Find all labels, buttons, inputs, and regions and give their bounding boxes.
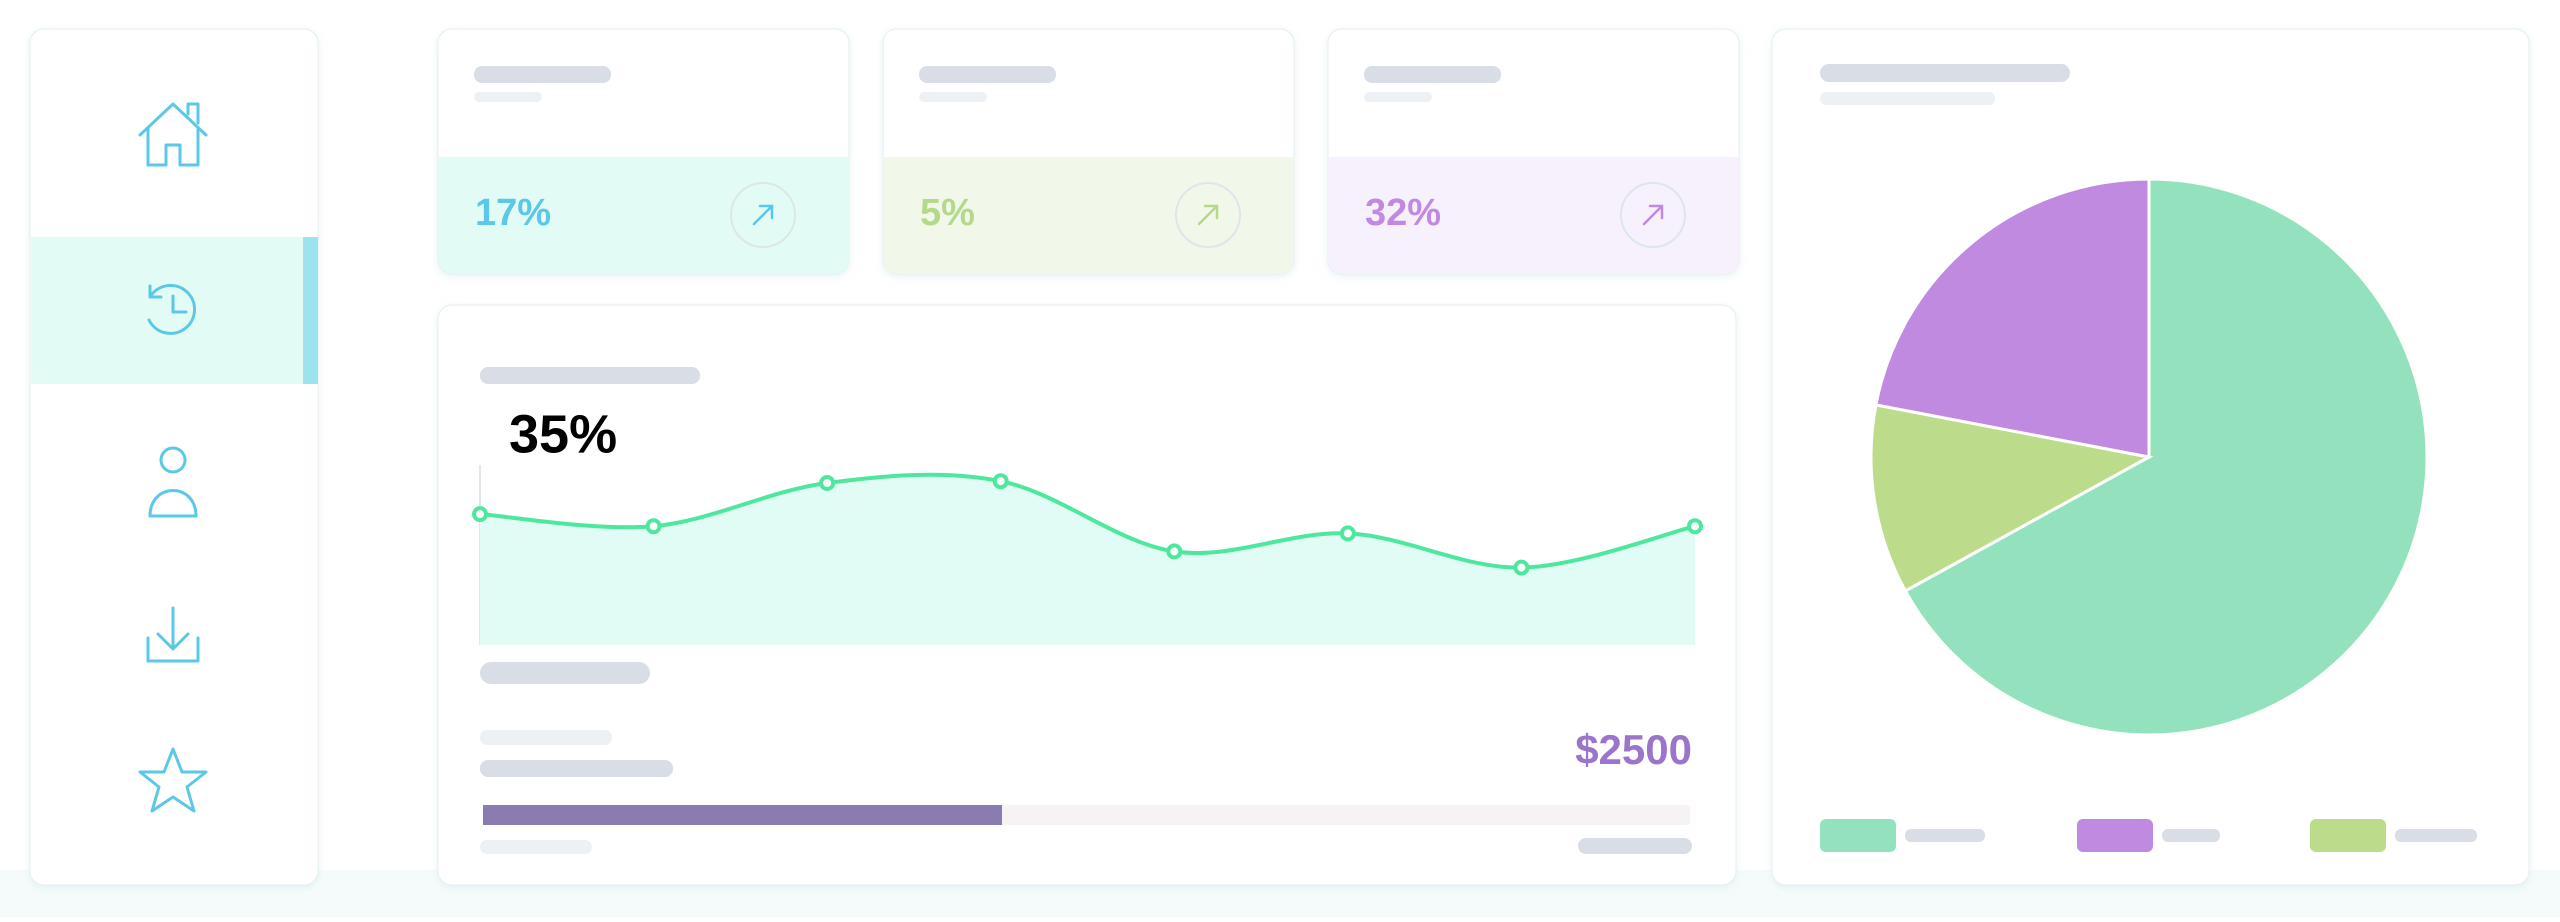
placeholder [1820,92,1995,105]
pie-slice [1874,177,2151,459]
point [1687,518,1703,535]
legend-swatch [2077,819,2153,852]
point [472,506,488,523]
legend-swatch [2310,819,2386,852]
placeholder [2162,829,2220,842]
placeholder [1364,66,1501,83]
star-icon[interactable] [138,747,208,813]
home-icon[interactable] [138,102,208,167]
arrow-icon [1197,204,1219,226]
point [1166,543,1183,560]
placeholder [474,92,542,102]
area [480,474,1695,645]
stat-band [883,157,1294,274]
history-icon[interactable] [147,283,197,335]
placeholder [1578,838,1692,854]
stat-value: 17% [475,192,551,234]
stat-value: 5% [920,192,975,234]
user-icon[interactable] [148,446,198,518]
placeholder [1905,829,1985,842]
stat-button[interactable] [1620,182,1686,248]
placeholder [480,367,700,384]
placeholder [480,662,650,684]
placeholder [480,730,612,745]
download-icon[interactable] [146,606,200,663]
sidebar [29,28,319,886]
point [1339,525,1356,542]
arrow-icon [752,204,774,226]
placeholder [919,92,987,102]
stat-band [438,157,849,274]
point [992,473,1009,490]
placeholder [919,66,1056,83]
point [819,475,836,491]
stat-button[interactable] [730,182,796,248]
placeholder [1364,92,1432,102]
pie-slice [1903,177,2429,737]
progress-fill [483,805,1003,825]
placeholder [474,66,611,83]
stat-button[interactable] [1175,182,1241,248]
placeholder [2395,829,2477,842]
point [1513,559,1530,576]
placeholder [1820,64,2070,82]
pie-slice [1869,403,2154,593]
placeholder [480,840,592,854]
stat-band [1328,157,1739,274]
line [479,472,1696,570]
active-indicator [303,237,318,384]
arrow-icon [1642,204,1664,226]
legend-swatch [1820,819,1896,852]
amount: $2500 [1575,726,1692,773]
point [645,518,662,535]
placeholder [480,760,673,777]
stat-value: 32% [1365,192,1441,234]
chart-label: 35% [509,404,617,464]
